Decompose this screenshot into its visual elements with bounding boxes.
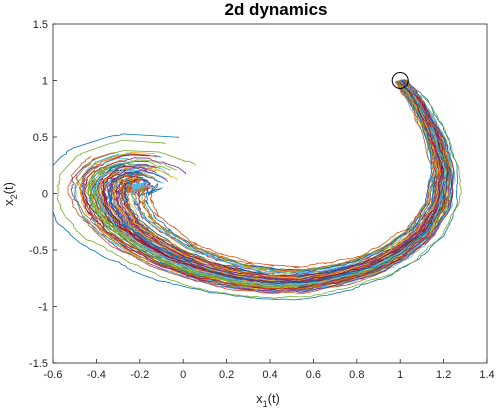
x-tick-label: 0.2 xyxy=(219,369,234,381)
x-axis-label: x1(t) xyxy=(256,391,280,409)
x-axis-ticks: -0.6 -0.4 -0.2 0 0.2 0.4 0.6 0.8 1 1.2 1.4 xyxy=(44,359,495,381)
trajectory-line xyxy=(94,80,447,285)
trajectory-line xyxy=(120,80,437,279)
trajectory-line xyxy=(56,79,462,299)
trajectory-line xyxy=(116,80,443,281)
start-point-marker xyxy=(391,72,409,89)
trajectory-line xyxy=(109,80,440,283)
trajectory-line xyxy=(80,79,451,290)
trajectory-line xyxy=(126,80,433,274)
trajectory-line xyxy=(149,81,435,269)
plot-area xyxy=(52,23,488,364)
y-tick-label: 1 xyxy=(42,76,48,88)
y-axis-label: x2(t) xyxy=(1,182,19,206)
y-tick-label: -1 xyxy=(38,302,48,314)
x-tick-label: -0.2 xyxy=(130,369,149,381)
x-tick-label: -0.4 xyxy=(87,369,106,381)
x-tick-label: 0.8 xyxy=(349,369,364,381)
trajectory-line xyxy=(140,80,438,273)
x-tick-label: 1 xyxy=(397,369,403,381)
x-tick-label: 0 xyxy=(180,369,186,381)
trajectory-series xyxy=(53,78,462,301)
chart-title: 2d dynamics xyxy=(225,0,328,19)
x-tick-label: 0.4 xyxy=(262,369,277,381)
y-tick-label: 1.5 xyxy=(33,19,48,31)
x-tick-label: 1.4 xyxy=(479,369,494,381)
trajectory-line xyxy=(117,80,441,279)
trajectory-line xyxy=(74,79,456,293)
y-tick-label: -0.5 xyxy=(29,245,48,257)
trajectory-line xyxy=(53,79,459,301)
y-tick-label: -1.5 xyxy=(29,358,48,370)
y-tick-label: 0.5 xyxy=(33,132,48,144)
x-tick-label: -0.6 xyxy=(44,369,63,381)
trajectory-line xyxy=(81,79,453,291)
y-axis-ticks: -1.5 -1 -0.5 0 0.5 1 1.5 xyxy=(29,19,57,370)
trajectory-line xyxy=(137,80,433,272)
x-tick-label: 0.6 xyxy=(306,369,321,381)
trajectory-line xyxy=(84,79,455,292)
trajectory-line xyxy=(84,80,451,290)
y-tick-label: 0 xyxy=(42,189,48,201)
x-tick-label: 1.2 xyxy=(436,369,451,381)
